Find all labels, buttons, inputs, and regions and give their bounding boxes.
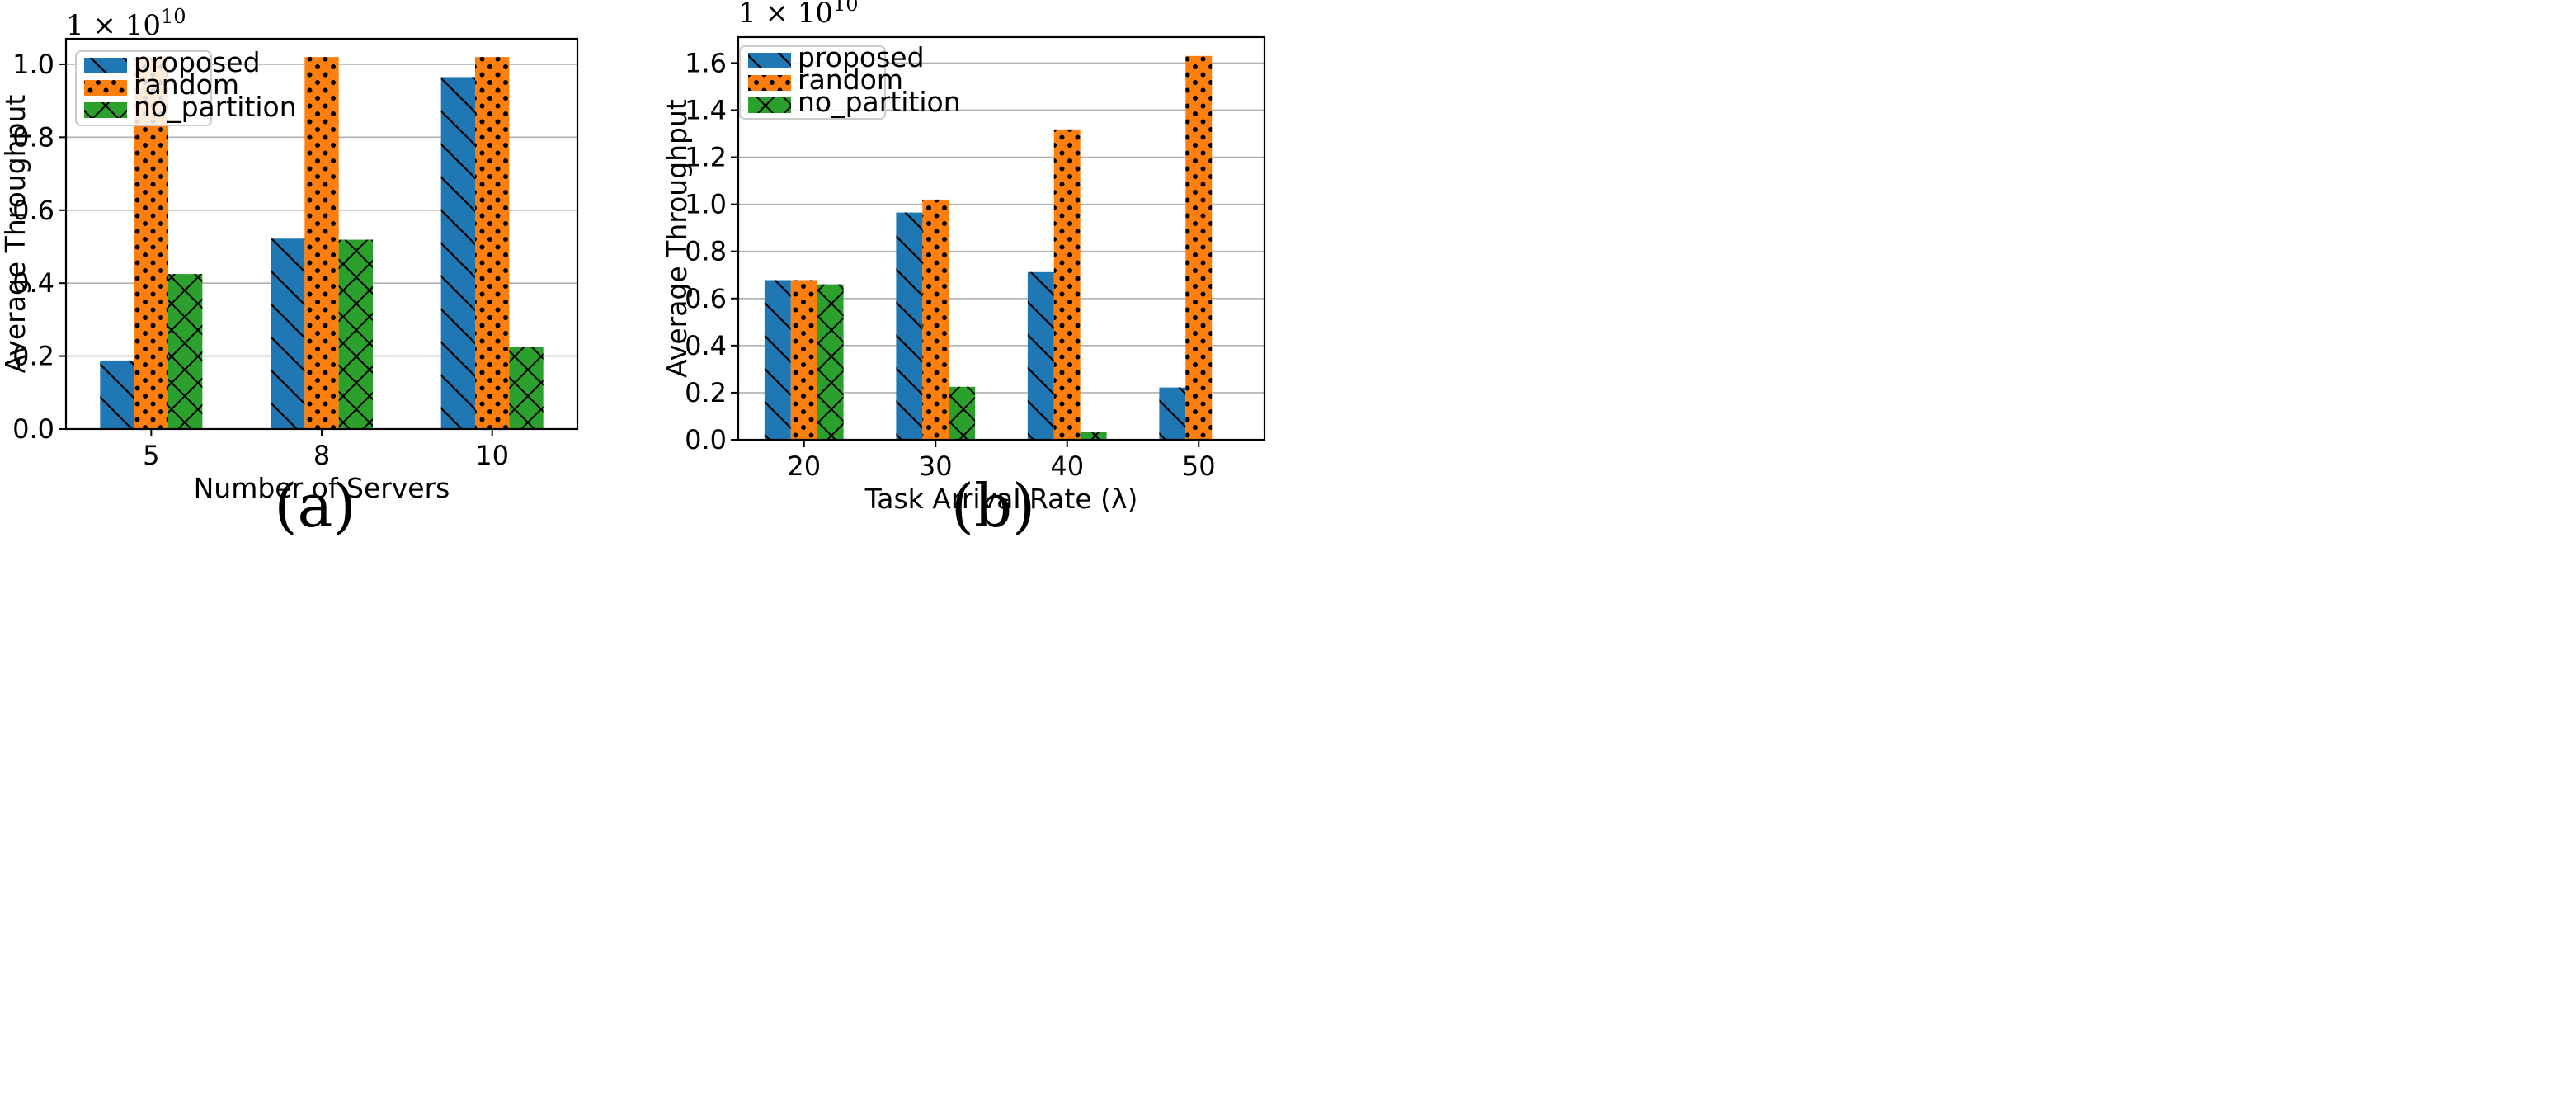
bar-hatch [1185, 55, 1213, 440]
bar-hatch [764, 280, 791, 440]
y-tick-label: 1.6 [685, 47, 727, 78]
y-offset-text: 1 × 1010 [738, 0, 859, 30]
chart-b: 0.0 0.2 0.4 0.6 0.8 1.0 1.2 1.4 1.6 20 30 40 50 Task … [661, 0, 1266, 540]
x-axis-label: Number of Servers [194, 472, 450, 504]
legend-swatch-hatch [84, 80, 127, 96]
x-axis-label: Task Arrival Rate (λ) [864, 483, 1138, 515]
axes-frame [737, 35, 1266, 441]
bar-hatch [271, 238, 305, 429]
bar-hatch [304, 57, 339, 429]
y-tick-label: 0.6 [12, 195, 54, 226]
legend-swatch-hatch [748, 75, 791, 91]
legend-label-no-partition: no_partition [134, 91, 297, 123]
panel-caption: (a) [274, 471, 356, 540]
legend-label-random: random [134, 68, 239, 101]
y-tick-label: 0.4 [685, 330, 727, 361]
bar-hatch [790, 280, 817, 440]
offset-exponent: 10 [833, 0, 859, 16]
y-tick-label: 0.8 [12, 121, 54, 153]
x-tick-label: 50 [1182, 450, 1216, 482]
x-tick-label: 8 [313, 440, 330, 471]
legend-swatch-hatch [84, 102, 127, 118]
bar-hatch [1080, 432, 1107, 440]
bar-hatch [168, 274, 203, 429]
bar-hatch [817, 284, 844, 440]
bar-hatch [100, 360, 134, 429]
legend-swatch-hatch [748, 53, 791, 68]
bar-hatch [896, 212, 923, 440]
x-tick-label: 20 [787, 450, 821, 482]
bar-hatch [1053, 129, 1081, 440]
bar-hatch [922, 199, 949, 440]
legend-swatch-hatch [84, 58, 127, 73]
x-tick-label: 10 [475, 440, 509, 471]
bar-hatch [1159, 387, 1186, 440]
y-tick-label: 0.4 [12, 267, 54, 299]
offset-base: 1 × 10 [66, 9, 161, 42]
x-tick-label: 5 [143, 440, 159, 471]
legend-label-proposed: proposed [134, 46, 261, 78]
legend-label-no-partition: no_partition [798, 86, 961, 118]
bar-hatch [440, 77, 475, 429]
bar-hatch [338, 239, 373, 429]
offset-base: 1 × 10 [738, 0, 833, 30]
y-tick-label: 1.2 [685, 142, 727, 173]
legend-label-proposed: proposed [798, 41, 925, 73]
y-tick-label: 0.0 [12, 413, 54, 445]
bar-hatch [1027, 271, 1054, 440]
legend-swatch-hatch [748, 97, 791, 113]
y-tick-label: 1.0 [685, 189, 727, 220]
panel-caption: (b) [951, 471, 1035, 540]
y-tick-label: 0.8 [685, 236, 727, 267]
y-tick-label: 0.2 [685, 377, 727, 408]
chart-a: 0.0 0.2 0.4 0.6 0.8 1.0 5 8 10 Number of Servers A… [0, 5, 579, 540]
y-tick-label: 0.2 [12, 341, 54, 372]
y-axis-label: Average Throughput [661, 99, 693, 378]
y-tick-label: 1.4 [685, 94, 727, 125]
legend-label-random: random [798, 64, 903, 96]
y-tick-label: 1.0 [12, 49, 54, 80]
bar-hatch [949, 386, 976, 440]
y-axis-label: Average Throughput [0, 95, 31, 374]
bar-hatch [509, 347, 544, 429]
offset-exponent: 10 [161, 5, 186, 28]
bar-hatch [475, 57, 510, 429]
y-tick-label: 0.6 [685, 283, 727, 314]
y-tick-label: 0.0 [685, 424, 727, 455]
x-tick-label: 40 [1050, 450, 1084, 482]
y-offset-text: 1 × 1010 [66, 5, 186, 42]
x-tick-label: 30 [919, 450, 953, 482]
